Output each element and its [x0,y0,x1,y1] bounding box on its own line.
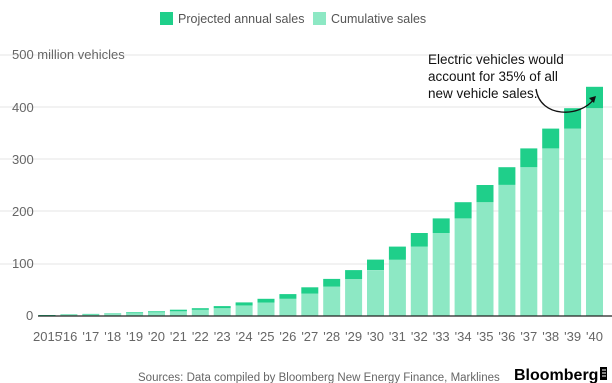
x-tick-label: '24 [236,329,253,344]
source-note: Sources: Data compiled by Bloomberg New … [138,372,500,383]
x-tick-label: '26 [279,329,296,344]
bar-cumulative [388,259,406,316]
bar-projected [520,148,538,168]
bar-cumulative [279,298,297,316]
x-tick-label: '18 [104,329,121,344]
x-tick-label: '23 [214,329,231,344]
x-tick-label: '32 [411,329,428,344]
bar-cumulative [191,309,209,316]
bar-projected [38,315,56,316]
x-tick-label: '37 [520,329,537,344]
legend-label-cumulative: Cumulative sales [331,12,426,26]
bar-projected [432,218,450,233]
x-tick-label: '38 [542,329,559,344]
y-tick-400: 400 [12,100,34,115]
bar-projected [498,167,516,185]
x-tick-label: '29 [345,329,362,344]
legend-swatch-cumulative [313,12,326,25]
bar-projected [257,298,275,303]
bar-projected [388,246,406,260]
x-tick-label: '25 [258,329,275,344]
bar-cumulative [301,293,319,316]
x-tick-label: '35 [477,329,494,344]
y-tick-100: 100 [12,256,34,271]
annotation-arrow [535,88,595,113]
bar-projected [60,314,78,315]
bar-projected [345,270,363,279]
bar-projected [476,185,494,203]
x-tick-label: '27 [301,329,318,344]
bar-cumulative [126,313,144,316]
bar-cumulative [586,108,603,316]
bar-projected [148,311,165,313]
bar-cumulative [367,270,384,316]
bar-projected [82,313,100,315]
bar-projected [542,128,560,149]
bar-projected [301,287,319,294]
x-tick-label: '30 [367,329,384,344]
annotation-arrowhead [589,96,596,103]
bar-projected [235,302,253,306]
legend-swatch-projected [160,12,173,25]
bar-cumulative [169,311,187,316]
bar-cumulative [323,286,341,316]
x-tick-label: '36 [498,329,515,344]
x-tick-label: '28 [323,329,340,344]
bar-cumulative [235,305,253,316]
annotation: Electric vehicles would account for 35% … [428,52,596,113]
bar-cumulative [432,233,450,316]
x-tick-label: '16 [60,329,77,344]
bar-projected [367,259,384,270]
bloomberg-logo-icon [600,367,607,380]
x-tick-label: '33 [433,329,450,344]
x-tick-label: '22 [192,329,209,344]
legend: Projected annual sales Cumulative sales [160,12,426,26]
annotation-line-2: account for 35% of all [428,69,558,84]
y-tick-300: 300 [12,152,34,167]
bar-cumulative [498,185,516,316]
bar-projected [454,202,472,219]
bar-projected [564,108,582,129]
x-tick-label: '39 [564,329,581,344]
bar-cumulative [454,218,472,316]
annotation-line-3: new vehicle sales. [428,86,538,101]
bar-cumulative [476,202,494,316]
bloomberg-logo: Bloomberg [514,367,598,383]
y-axis: 500 million vehicles 400 300 200 100 0 [12,47,125,323]
x-tick-label: '19 [126,329,143,344]
x-tick-label: '31 [389,329,406,344]
y-axis-title: 500 million vehicles [12,47,125,62]
x-tick-label: '20 [148,329,165,344]
x-tick-label: 2015 [33,329,62,344]
bar-projected [191,308,209,310]
bar-cumulative [257,302,275,316]
bar-projected [104,313,122,314]
bar-cumulative [542,148,560,316]
bar-cumulative [520,167,538,316]
bar-cumulative [564,128,582,316]
bar-cumulative [345,278,363,316]
x-tick-label: '34 [455,329,472,344]
bar-cumulative [410,246,428,316]
bar-cumulative [82,314,100,316]
bar-projected [169,309,187,312]
bar-cumulative [148,312,165,316]
bar-projected [213,306,231,309]
y-tick-0: 0 [26,308,33,323]
bar-cumulative [104,313,122,316]
bar-projected [126,312,144,314]
bar-cumulative [213,308,231,316]
bars [38,86,603,316]
x-tick-label: '21 [170,329,187,344]
x-axis: 2015'16 '17 '18 '19 '20 '21 '22 '23 '24 '25 '26 '27… [33,329,603,344]
x-tick-label: '40 [586,329,603,344]
y-tick-200: 200 [12,204,34,219]
bar-projected [323,278,341,287]
bar-projected [410,233,428,247]
legend-label-projected: Projected annual sales [178,12,304,26]
annotation-line-1: Electric vehicles would [428,52,564,67]
x-tick-label: '17 [82,329,99,344]
bar-projected [279,294,297,299]
